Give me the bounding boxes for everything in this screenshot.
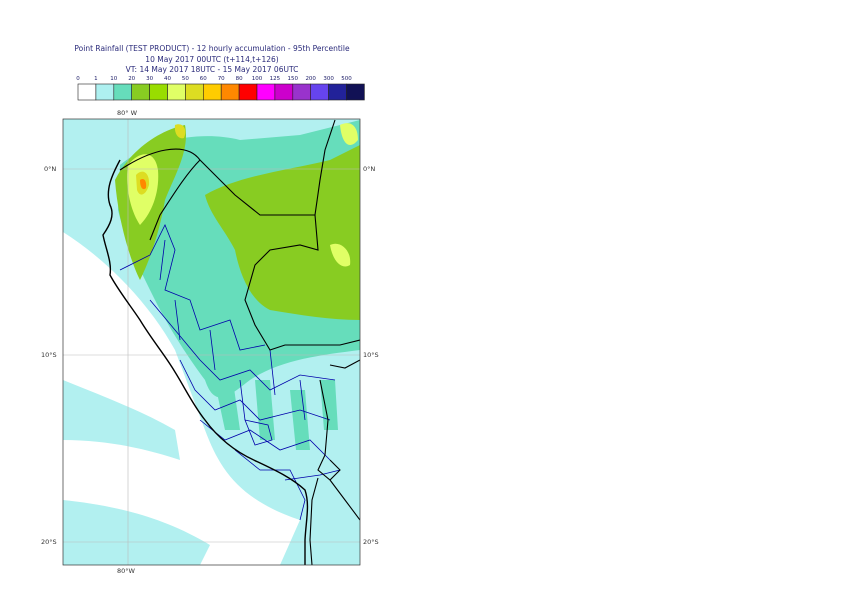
heavy-rain-area <box>205 145 360 320</box>
lon-label-bottom: 80°W <box>117 567 135 575</box>
legend-threshold-label: 125 <box>270 76 281 82</box>
legend-threshold-label: 500 <box>341 76 352 82</box>
light-band <box>63 380 210 565</box>
coastline <box>102 159 309 565</box>
lat-label-20s-right: 20°S <box>363 538 379 546</box>
legend-threshold-label: 300 <box>323 76 334 82</box>
legend-swatch <box>346 83 365 101</box>
lon-label-top: 80° W <box>117 109 138 117</box>
legend-threshold-label: 20 <box>128 76 135 82</box>
lat-label-10s-left: 10°S <box>41 351 57 359</box>
legend-threshold-label: 80 <box>236 76 243 82</box>
legend-threshold-label: 30 <box>146 76 153 82</box>
lat-label-20s-left: 20°S <box>41 538 57 546</box>
legend-threshold-label: 50 <box>182 76 189 82</box>
lat-label-0-left: 0°N <box>44 165 57 173</box>
chart-title: Point Rainfall (TEST PRODUCT) - 12 hourl… <box>74 44 350 53</box>
legend-threshold-label: 200 <box>305 76 316 82</box>
country-borders <box>119 119 360 565</box>
legend-threshold-label: 40 <box>164 76 171 82</box>
legend-threshold-label: 70 <box>218 76 225 82</box>
legend-threshold-label: 0 <box>76 76 80 82</box>
legend-threshold-label: 60 <box>200 76 207 82</box>
color-legend: 0 1 10 20 30 40 50 60 70 80 100 125 150 200 300 500 <box>76 76 365 101</box>
regional-boundaries <box>119 224 341 521</box>
very-heavy-rain <box>127 123 359 267</box>
legend-threshold-label: 10 <box>110 76 117 82</box>
run-time: 10 May 2017 00UTC (t+114,t+126) <box>145 55 279 64</box>
lat-label-0-right: 0°N <box>363 165 376 173</box>
legend-threshold-label: 1 <box>94 76 98 82</box>
legend-threshold-label: 150 <box>288 76 299 82</box>
moderate-rain-streaks <box>210 360 338 450</box>
peak-rain-core <box>140 178 147 190</box>
lat-label-10s-right: 10°S <box>363 351 379 359</box>
intense-rain-core <box>136 124 186 195</box>
valid-time: VT: 14 May 2017 18UTC - 15 May 2017 06UT… <box>125 65 299 74</box>
map-frame <box>62 118 361 566</box>
legend-threshold-label: 100 <box>252 76 263 82</box>
dry-band <box>63 232 300 565</box>
